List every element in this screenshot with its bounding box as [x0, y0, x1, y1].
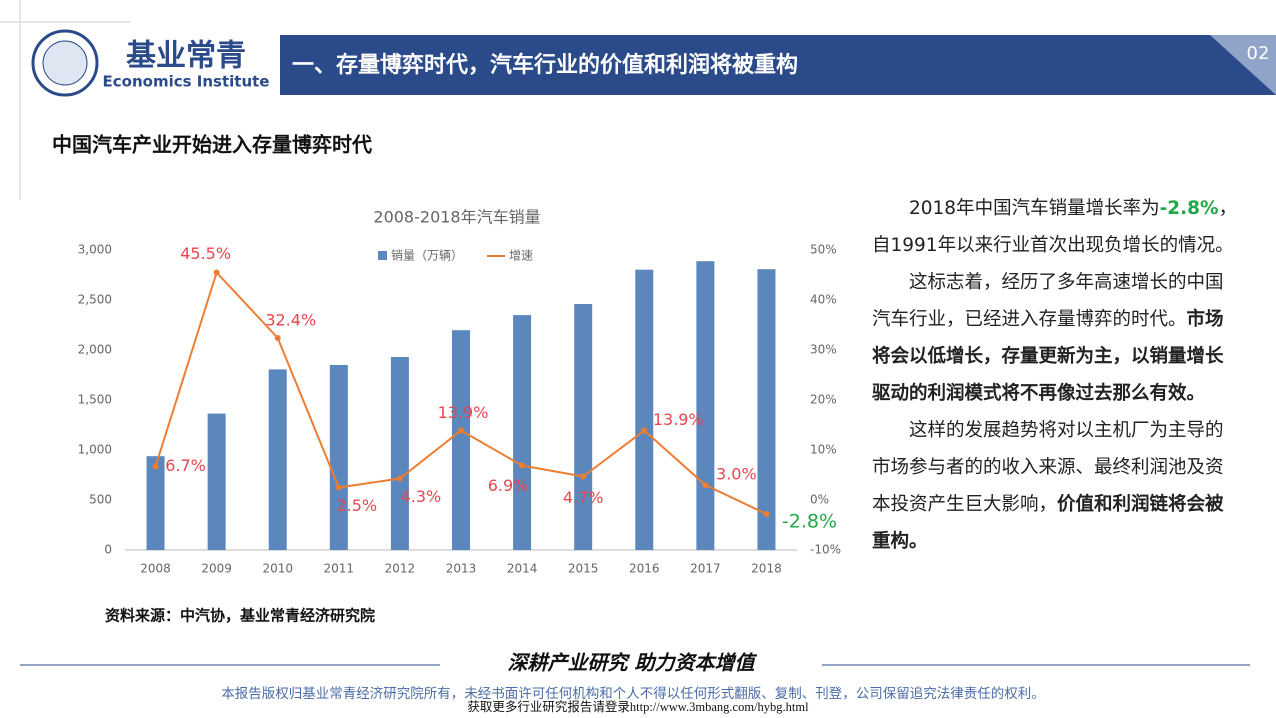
- paragraph: 这标志着，经历了多年高速增长的中国汽车行业，已经进入存量博弈的时代。市场将会以低…: [872, 264, 1240, 412]
- y-tick-label: 2,500: [78, 293, 112, 307]
- point: [702, 482, 709, 488]
- link: 获取更多行业研究报告请登录http://www.3mbang.com/hybg.…: [467, 699, 809, 714]
- x-tick-label: 2013: [446, 562, 477, 576]
- chart-title: 2008-2018年汽车销量: [373, 208, 540, 227]
- legend-swatch: [378, 251, 387, 260]
- point: [763, 511, 770, 517]
- data-label: 6.9%: [488, 476, 529, 495]
- y-tick-label: 500: [89, 493, 112, 507]
- x-tick-label: 2014: [507, 562, 538, 576]
- x-tick-label: 2017: [690, 562, 721, 576]
- bar: [696, 261, 715, 550]
- data-label: 13.9%: [438, 403, 489, 422]
- x-tick-label: 2008: [140, 562, 171, 576]
- x-tick-label: 2016: [629, 562, 660, 576]
- text: 2018年中国汽车销量增长率为: [909, 198, 1160, 219]
- text: 这样的发展趋势将对以主机厂为主导的市场参与者的的收入来源、最终利润池及资本投资产…: [872, 420, 1224, 515]
- text-highlight: -2.8%: [1159, 198, 1219, 219]
- bar: [757, 269, 776, 550]
- text: ，自1991年以来行业首次出现负增长的情况。: [872, 198, 1238, 256]
- point: [152, 463, 159, 470]
- page-number: 02: [1247, 43, 1270, 64]
- text-panel: 2018年中国汽车销量增长率为-2.8%，自1991年以来行业首次出现负增长的情…: [872, 190, 1240, 560]
- data-label: 32.4%: [265, 311, 316, 330]
- paragraph: 这样的发展趋势将对以主机厂为主导的市场参与者的的收入来源、最终利润池及资本投资产…: [872, 412, 1240, 560]
- point: [580, 473, 587, 480]
- x-tick-label: 2011: [324, 562, 355, 576]
- x-tick-label: 2018: [751, 562, 782, 576]
- text: 这标志着，经历了多年高速增长的中国汽车行业，已经进入存量博弈的时代。: [872, 272, 1224, 330]
- data-label: 3.0%: [716, 465, 757, 484]
- banner-corner: [1210, 35, 1276, 95]
- subtitle: 中国汽车产业开始进入存量博弈时代: [52, 133, 372, 157]
- y-tick-label: 2,000: [78, 343, 112, 357]
- y2-tick-label: 40%: [810, 293, 837, 307]
- copyright: 本报告版权归基业常青经济研究院所有，未经书面许可任何机构和个人不得以任何形式翻版…: [221, 685, 1045, 702]
- data-label: -2.8%: [782, 511, 837, 533]
- bar: [329, 365, 348, 550]
- y2-tick-label: 10%: [810, 443, 837, 457]
- x-tick-label: 2010: [262, 562, 293, 576]
- data-label: 4.7%: [563, 488, 604, 507]
- data-label: 13.9%: [653, 410, 704, 429]
- point: [396, 475, 403, 482]
- bar: [207, 413, 226, 550]
- y2-tick-label: -10%: [810, 543, 841, 557]
- bar: [146, 456, 165, 550]
- y2-tick-label: 50%: [810, 243, 837, 257]
- y-tick-label: 3,000: [78, 243, 112, 257]
- data-label: 45.5%: [180, 244, 231, 263]
- text-bold: 市场将会以低增长，存量更新为主，以销量增长驱动的利润模式将不再像过去那么有效。: [872, 309, 1224, 404]
- logo-cn: 基业常青: [126, 39, 246, 74]
- slogan: 深耕产业研究 助力资本增值: [508, 651, 758, 675]
- bar: [513, 315, 532, 550]
- banner: [280, 35, 1276, 95]
- bar: [452, 330, 470, 550]
- bar: [390, 357, 409, 550]
- y2-tick-label: 0%: [810, 493, 829, 507]
- legend-label: 销量（万辆）: [391, 249, 463, 263]
- point: [274, 335, 281, 341]
- bar: [574, 304, 593, 550]
- point: [519, 462, 526, 469]
- logo-en: Economics Institute: [103, 73, 270, 91]
- y-tick-label: 1,500: [78, 393, 112, 407]
- x-tick-label: 2015: [568, 562, 599, 576]
- x-tick-label: 2009: [201, 562, 232, 576]
- y-tick-label: 1,000: [78, 443, 112, 457]
- x-tick-label: 2012: [385, 562, 416, 576]
- logo-inner: [42, 40, 88, 86]
- y-tick-label: 0: [104, 543, 112, 557]
- y2-tick-label: 20%: [810, 393, 837, 407]
- data-label: 4.3%: [401, 487, 442, 506]
- text-bold: 价值和利润链将会被重构。: [872, 494, 1224, 552]
- y2-tick-label: 30%: [810, 343, 837, 357]
- legend-label: 增速: [509, 249, 533, 263]
- bar: [268, 369, 287, 550]
- bar: [635, 269, 654, 550]
- source: 资料来源：中汽协，基业常青经济研究院: [105, 607, 375, 625]
- point: [458, 427, 464, 434]
- paragraph: 2018年中国汽车销量增长率为-2.8%，自1991年以来行业首次出现负增长的情…: [872, 190, 1240, 264]
- point: [641, 427, 648, 434]
- data-label: 2.5%: [336, 496, 377, 515]
- point: [213, 269, 220, 276]
- point: [335, 484, 342, 491]
- banner-title: 一、存量博弈时代，汽车行业的价值和利润将被重构: [292, 52, 798, 78]
- data-label: 6.7%: [165, 456, 206, 475]
